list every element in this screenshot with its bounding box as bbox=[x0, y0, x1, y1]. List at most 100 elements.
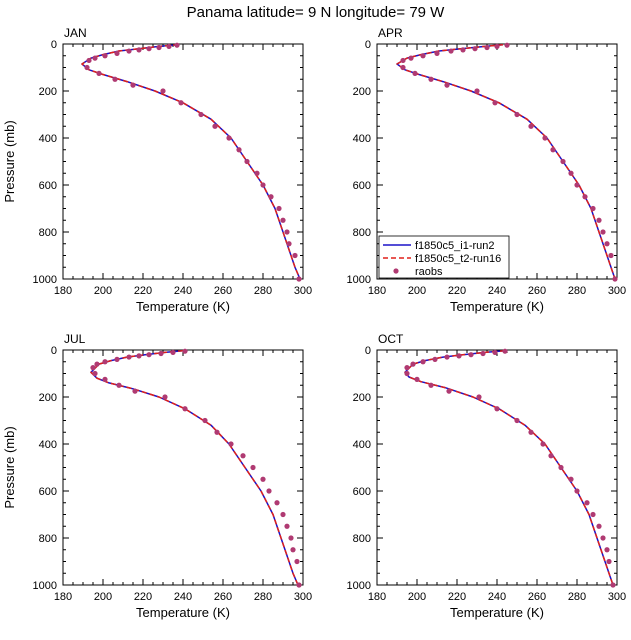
x-tick-label: 280 bbox=[254, 285, 272, 297]
x-tick-label: 280 bbox=[254, 591, 272, 603]
x-tick-label: 180 bbox=[368, 285, 386, 297]
raobs-point bbox=[444, 354, 450, 360]
raobs-point bbox=[568, 476, 574, 482]
raobs-point bbox=[412, 70, 418, 76]
raobs-point bbox=[92, 55, 98, 61]
x-tick-label: 240 bbox=[174, 591, 192, 603]
raobs-point bbox=[84, 64, 90, 71]
y-tick-label: 400 bbox=[39, 439, 57, 451]
raobs-point bbox=[432, 356, 438, 362]
x-tick-label: 260 bbox=[528, 591, 546, 603]
raobs-point bbox=[492, 100, 498, 106]
raobs-point bbox=[260, 182, 266, 188]
raobs-point bbox=[236, 147, 242, 153]
x-tick-label: 220 bbox=[134, 591, 152, 603]
raobs-point bbox=[410, 361, 416, 367]
raobs-point bbox=[542, 135, 548, 141]
y-tick-label: 200 bbox=[39, 392, 57, 404]
x-axis-label: Temperature (K) bbox=[450, 299, 544, 314]
panel-title: APR bbox=[378, 26, 403, 40]
legend-label: raobs bbox=[415, 266, 443, 278]
raobs-point bbox=[102, 359, 108, 365]
raobs-point bbox=[460, 47, 466, 53]
x-tick-label: 300 bbox=[608, 591, 626, 603]
x-tick-label: 220 bbox=[134, 285, 152, 297]
x-tick-label: 240 bbox=[488, 285, 506, 297]
raobs-point bbox=[94, 361, 100, 367]
x-tick-label: 300 bbox=[294, 591, 312, 603]
raobs-point bbox=[284, 229, 290, 235]
raobs-point bbox=[540, 441, 546, 447]
raobs-point bbox=[574, 488, 580, 494]
raobs-point bbox=[604, 547, 610, 553]
raobs-point bbox=[198, 111, 204, 118]
raobs-point bbox=[550, 147, 556, 153]
y-axis-label: Pressure (mb) bbox=[2, 426, 17, 508]
y-tick-label: 200 bbox=[39, 86, 57, 98]
raobs-point bbox=[294, 558, 300, 565]
y-tick-label: 1000 bbox=[33, 580, 57, 592]
raobs-point bbox=[400, 57, 406, 64]
raobs-point bbox=[90, 365, 96, 371]
series-line-f1850c5-t2-run16 bbox=[396, 43, 616, 280]
plot-frame bbox=[62, 43, 304, 280]
raobs-point bbox=[504, 42, 510, 48]
series-line-f1850c5-t2-run16 bbox=[404, 349, 614, 586]
y-tick-label: 600 bbox=[39, 486, 57, 498]
raobs-point bbox=[606, 558, 612, 565]
raobs-point bbox=[568, 170, 574, 176]
raobs-point bbox=[156, 44, 162, 51]
raobs-point bbox=[612, 276, 618, 282]
raobs-point bbox=[604, 241, 610, 247]
raobs-point bbox=[476, 394, 482, 400]
raobs-point bbox=[228, 441, 234, 447]
raobs-point bbox=[414, 376, 420, 382]
raobs-point bbox=[96, 70, 102, 76]
raobs-point bbox=[600, 535, 606, 541]
raobs-point bbox=[468, 352, 474, 358]
raobs-point bbox=[102, 53, 108, 59]
figure-title: Panama latitude= 9 N longitude= 79 W bbox=[187, 4, 446, 21]
raobs-point bbox=[146, 46, 152, 52]
panel-apr: 180 200 220 240 260 280 300 0 200 400 600 800 1000 AP… bbox=[347, 26, 627, 314]
y-tick-label: 0 bbox=[365, 345, 371, 357]
raobs-point bbox=[474, 88, 480, 94]
raobs-point bbox=[494, 43, 500, 49]
x-tick-label: 180 bbox=[54, 285, 72, 297]
raobs-point bbox=[446, 388, 452, 394]
y-tick-label: 0 bbox=[51, 345, 57, 357]
raobs-point bbox=[284, 523, 290, 529]
x-axis-label: Temperature (K) bbox=[450, 605, 544, 620]
x-tick-label: 280 bbox=[568, 285, 586, 297]
y-tick-label: 800 bbox=[39, 227, 57, 239]
raobs-point bbox=[428, 382, 434, 388]
raobs-point bbox=[280, 511, 286, 518]
raobs-point bbox=[400, 64, 406, 71]
raobs-point bbox=[444, 82, 450, 88]
raobs-point bbox=[254, 170, 260, 176]
raobs-point bbox=[404, 365, 410, 371]
raobs-point bbox=[292, 252, 298, 259]
raobs-point bbox=[170, 349, 176, 355]
x-tick-label: 280 bbox=[568, 591, 586, 603]
raobs-point bbox=[130, 82, 136, 88]
y-tick-label: 800 bbox=[353, 227, 371, 239]
raobs-point bbox=[558, 464, 564, 471]
raobs-point bbox=[590, 511, 596, 518]
y-tick-label: 600 bbox=[39, 180, 57, 192]
panel-jul: 180 200 220 240 260 280 300 0 200 400 600 800 1000 JU… bbox=[2, 332, 312, 620]
raobs-point bbox=[166, 43, 172, 49]
x-tick-label: 260 bbox=[214, 591, 232, 603]
raobs-point bbox=[286, 241, 292, 247]
raobs-point bbox=[288, 535, 294, 541]
raobs-point bbox=[126, 354, 132, 360]
x-tick-label: 220 bbox=[448, 285, 466, 297]
x-tick-label: 260 bbox=[528, 285, 546, 297]
x-tick-label: 240 bbox=[174, 285, 192, 297]
raobs-point bbox=[428, 76, 434, 82]
x-tick-label: 200 bbox=[408, 285, 426, 297]
legend-box bbox=[378, 235, 510, 279]
x-tick-label: 220 bbox=[448, 591, 466, 603]
series-line-f1850c5-t2-run16 bbox=[81, 43, 301, 280]
